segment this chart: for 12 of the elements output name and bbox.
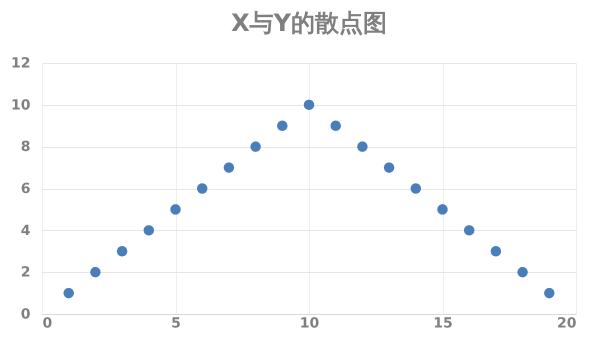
y-tick-label: 2 bbox=[20, 264, 30, 281]
y-tick-label: 10 bbox=[11, 97, 31, 114]
y-tick-label: 8 bbox=[20, 139, 30, 156]
y-tick-label: 12 bbox=[11, 56, 30, 72]
x-tick-label: 0 bbox=[42, 316, 52, 332]
x-tick-label: 15 bbox=[433, 316, 453, 332]
chart-title: X与Y的散点图 bbox=[231, 9, 387, 37]
x-tick-label: 20 bbox=[557, 316, 577, 332]
x-tick-label: 5 bbox=[171, 316, 181, 332]
x-tick-label: 10 bbox=[300, 316, 320, 332]
y-tick-label: 4 bbox=[20, 222, 31, 239]
y-tick-label: 6 bbox=[20, 181, 30, 197]
